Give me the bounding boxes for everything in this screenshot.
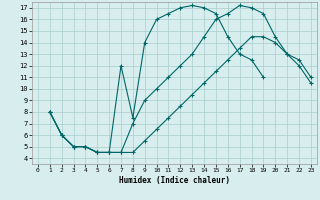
X-axis label: Humidex (Indice chaleur): Humidex (Indice chaleur): [119, 176, 230, 185]
